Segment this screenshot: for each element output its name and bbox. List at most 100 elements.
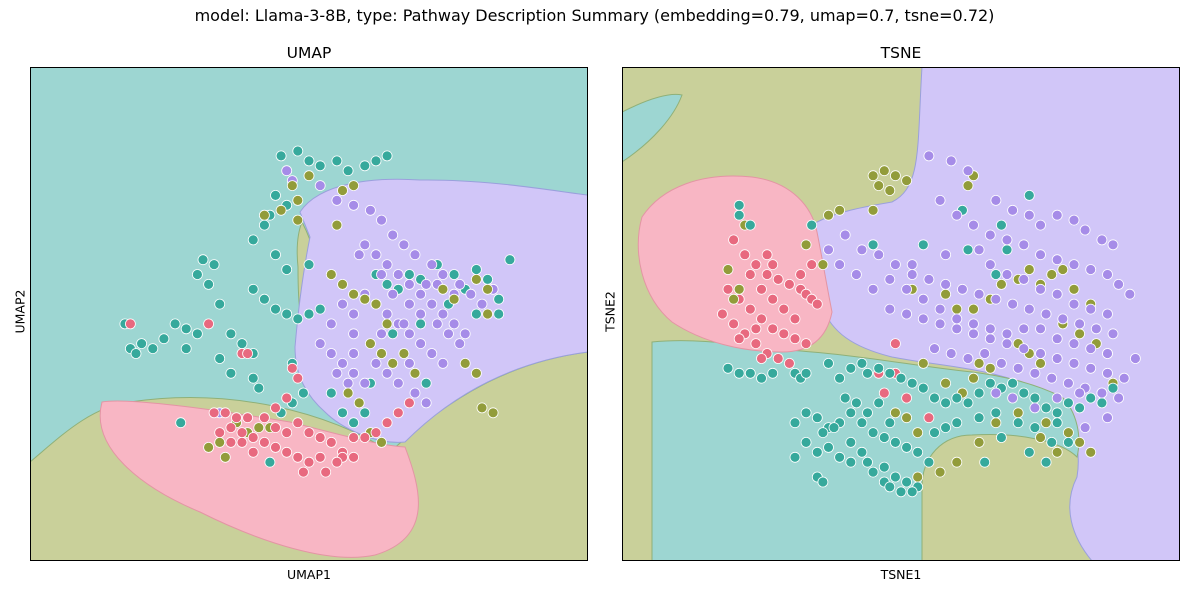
data-point-olive bbox=[733, 283, 745, 295]
data-point-teal bbox=[297, 387, 309, 399]
data-point-purple bbox=[923, 150, 935, 162]
data-point-pink bbox=[325, 436, 337, 448]
data-point-teal bbox=[834, 451, 846, 463]
data-point-purple bbox=[426, 298, 438, 310]
data-point-pink bbox=[756, 353, 767, 364]
data-point-purple bbox=[940, 249, 952, 261]
data-point-purple bbox=[415, 288, 427, 300]
data-point-teal bbox=[839, 392, 851, 404]
data-point-olive bbox=[1035, 357, 1046, 369]
data-point-pink bbox=[314, 432, 326, 443]
data-point-pink bbox=[359, 432, 371, 443]
data-point-pink bbox=[756, 283, 767, 295]
data-point-pink bbox=[767, 323, 779, 335]
data-point-teal bbox=[811, 412, 823, 424]
tsne-ylabel: TSNE2 bbox=[602, 291, 618, 332]
data-point-purple bbox=[1035, 283, 1046, 295]
data-point-teal bbox=[884, 481, 896, 493]
data-point-purple bbox=[1007, 392, 1019, 404]
data-point-olive bbox=[459, 357, 471, 369]
data-point-teal bbox=[1007, 377, 1019, 389]
data-point-teal bbox=[901, 476, 913, 488]
data-point-pink bbox=[208, 407, 220, 419]
data-point-teal bbox=[862, 456, 873, 468]
data-point-purple bbox=[1051, 333, 1063, 345]
data-point-teal bbox=[862, 367, 873, 379]
data-point-teal bbox=[342, 165, 354, 177]
data-point-olive bbox=[940, 377, 952, 389]
data-point-pink bbox=[811, 298, 823, 310]
data-point-teal bbox=[940, 397, 952, 409]
data-point-purple bbox=[973, 244, 985, 256]
data-point-pink bbox=[242, 412, 254, 424]
data-point-pink bbox=[348, 451, 360, 463]
data-point-purple bbox=[1107, 328, 1119, 340]
data-point-olive bbox=[286, 180, 298, 191]
data-point-teal bbox=[158, 333, 170, 345]
data-point-olive bbox=[381, 318, 393, 330]
data-point-purple bbox=[1085, 303, 1097, 315]
data-point-teal bbox=[962, 397, 974, 409]
data-point-purple bbox=[1012, 362, 1024, 374]
data-point-purple bbox=[1029, 402, 1041, 414]
data-point-purple bbox=[337, 357, 348, 369]
data-point-pink bbox=[258, 436, 270, 448]
data-point-pink bbox=[756, 313, 767, 325]
data-point-teal bbox=[1040, 456, 1052, 468]
data-point-purple bbox=[1074, 318, 1086, 330]
data-point-purple bbox=[1035, 219, 1046, 231]
umap-points bbox=[119, 145, 516, 478]
data-point-olive bbox=[951, 303, 963, 315]
data-point-teal bbox=[845, 407, 857, 419]
data-point-olive bbox=[1085, 446, 1097, 458]
data-point-teal bbox=[130, 348, 142, 359]
data-point-purple bbox=[325, 348, 337, 359]
data-point-teal bbox=[1029, 392, 1041, 404]
data-point-teal bbox=[314, 303, 326, 315]
data-point-pink bbox=[297, 466, 309, 478]
data-point-purple bbox=[359, 239, 371, 251]
data-point-teal bbox=[415, 318, 427, 330]
data-point-purple bbox=[1023, 303, 1035, 315]
data-point-olive bbox=[867, 204, 879, 216]
data-point-olive bbox=[878, 165, 890, 177]
data-point-teal bbox=[303, 259, 315, 271]
data-point-teal bbox=[1029, 422, 1041, 434]
data-point-teal bbox=[884, 367, 896, 379]
tsne-plot bbox=[622, 67, 1180, 561]
data-point-olive bbox=[873, 180, 885, 191]
data-point-teal bbox=[225, 367, 237, 379]
region-teal-corner bbox=[622, 93, 683, 163]
data-point-teal bbox=[884, 417, 896, 429]
data-point-olive bbox=[995, 278, 1007, 290]
data-point-purple bbox=[1007, 298, 1019, 310]
data-point-teal bbox=[895, 486, 907, 498]
data-point-olive bbox=[482, 308, 494, 320]
data-point-pink bbox=[806, 259, 818, 271]
data-point-purple bbox=[1051, 254, 1063, 266]
data-point-purple bbox=[398, 239, 410, 251]
data-point-olive bbox=[940, 288, 952, 300]
data-point-teal bbox=[1051, 417, 1063, 429]
data-point-pink bbox=[270, 441, 281, 453]
data-point-purple bbox=[431, 318, 443, 330]
data-point-pink bbox=[258, 412, 270, 424]
data-point-teal bbox=[800, 407, 812, 419]
data-point-olive bbox=[1062, 427, 1074, 439]
data-point-purple bbox=[1102, 367, 1113, 379]
data-point-teal bbox=[873, 397, 885, 409]
data-point-olive bbox=[1040, 417, 1052, 429]
data-point-pink bbox=[800, 338, 812, 350]
data-point-purple bbox=[353, 249, 365, 261]
data-point-purple bbox=[1001, 269, 1013, 280]
data-point-purple bbox=[984, 259, 996, 271]
data-point-purple bbox=[984, 229, 996, 241]
data-point-purple bbox=[979, 348, 991, 359]
data-point-olive bbox=[917, 357, 929, 369]
data-point-teal bbox=[756, 372, 767, 384]
data-point-olive bbox=[889, 407, 901, 419]
data-point-pink bbox=[744, 303, 756, 315]
data-point-pink bbox=[733, 333, 745, 345]
data-point-purple bbox=[1018, 239, 1030, 251]
data-point-pink bbox=[722, 283, 734, 295]
